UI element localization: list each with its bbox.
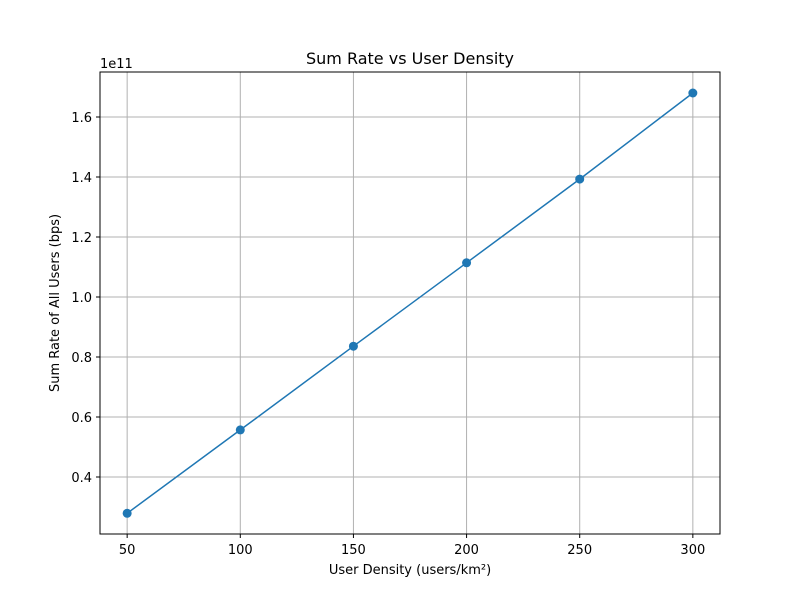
data-point [688,88,698,98]
x-tick-label: 200 [454,543,479,558]
y-tick-label: 1.0 [71,291,92,306]
series-layer [122,88,698,518]
ticks: 50 100 150 200 250 300 0.4 0.6 0.8 1.0 1.2 1.4 1.6 [71,111,705,558]
chart-title: Sum Rate vs User Density [306,49,514,68]
x-axis-label: User Density (users/km²) [329,563,491,578]
series-line [126,92,694,514]
x-tick-label: 150 [341,543,366,558]
x-tick-label: 300 [680,543,705,558]
y-tick-label: 0.8 [71,351,92,366]
x-tick-label: 250 [567,543,592,558]
x-tick-label: 50 [119,543,136,558]
y-axis-label: Sum Rate of All Users (bps) [48,214,63,392]
data-point [575,174,585,184]
y-tick-label: 0.4 [71,471,92,486]
data-point [235,425,245,435]
plot-frame [99,71,721,535]
y-tick-label: 1.4 [71,171,92,186]
grid [100,72,720,534]
y-axis-offset-label: 1e11 [100,57,133,72]
y-tick-label: 1.6 [71,111,92,126]
y-tick-label: 1.2 [71,231,92,246]
data-point [462,258,472,268]
data-point [348,341,358,351]
x-tick-label: 100 [228,543,253,558]
y-tick-label: 0.6 [71,411,92,426]
data-point [122,508,132,518]
